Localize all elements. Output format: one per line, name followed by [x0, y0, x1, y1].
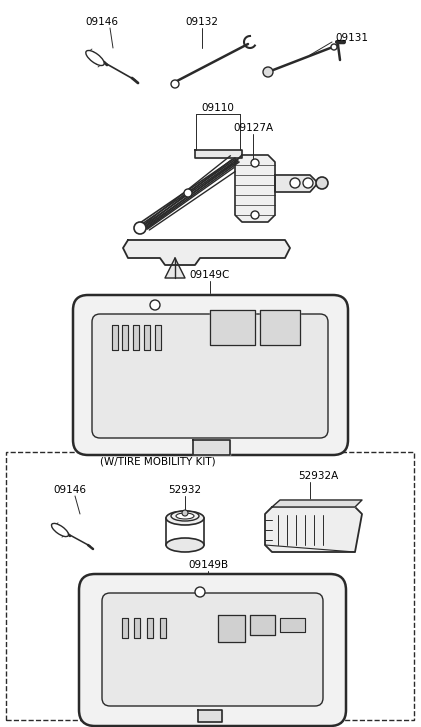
Polygon shape: [147, 618, 153, 638]
FancyBboxPatch shape: [92, 314, 328, 438]
Circle shape: [303, 178, 313, 188]
Circle shape: [195, 587, 205, 597]
Polygon shape: [165, 258, 185, 278]
Polygon shape: [155, 325, 161, 350]
Polygon shape: [235, 155, 275, 222]
FancyBboxPatch shape: [73, 295, 348, 455]
Polygon shape: [112, 325, 118, 350]
Text: 09149C: 09149C: [190, 270, 230, 280]
Circle shape: [184, 189, 192, 197]
Circle shape: [171, 80, 179, 88]
Polygon shape: [198, 710, 222, 722]
Circle shape: [251, 159, 259, 167]
Circle shape: [331, 44, 337, 50]
Text: 09146: 09146: [53, 485, 86, 495]
Polygon shape: [280, 618, 305, 632]
Polygon shape: [160, 618, 166, 638]
Circle shape: [290, 178, 300, 188]
Polygon shape: [265, 507, 362, 552]
FancyBboxPatch shape: [79, 574, 346, 726]
Text: 09131: 09131: [336, 33, 368, 43]
Polygon shape: [275, 175, 318, 192]
Text: 09110: 09110: [202, 103, 234, 113]
Circle shape: [150, 300, 160, 310]
Ellipse shape: [176, 513, 194, 519]
Circle shape: [134, 222, 146, 234]
Text: 09146: 09146: [85, 17, 118, 27]
FancyBboxPatch shape: [102, 593, 323, 706]
Text: 09127A: 09127A: [233, 123, 273, 133]
Polygon shape: [193, 440, 230, 455]
Polygon shape: [123, 240, 290, 265]
Ellipse shape: [86, 50, 104, 65]
Polygon shape: [122, 618, 128, 638]
Text: 52932A: 52932A: [298, 471, 338, 481]
Polygon shape: [134, 618, 140, 638]
Circle shape: [263, 67, 273, 77]
Polygon shape: [144, 325, 150, 350]
Text: (W/TIRE MOBILITY KIT): (W/TIRE MOBILITY KIT): [100, 457, 216, 467]
Ellipse shape: [166, 538, 204, 552]
Polygon shape: [272, 500, 362, 507]
Polygon shape: [218, 615, 245, 642]
Polygon shape: [250, 615, 275, 635]
Ellipse shape: [166, 511, 204, 525]
Polygon shape: [122, 325, 128, 350]
Text: 09149B: 09149B: [188, 560, 228, 570]
Bar: [6, 452, 414, 720]
Text: 09132: 09132: [186, 17, 218, 27]
Circle shape: [182, 510, 188, 516]
Ellipse shape: [51, 523, 69, 537]
Polygon shape: [210, 310, 255, 345]
Ellipse shape: [171, 511, 199, 521]
Polygon shape: [195, 150, 242, 158]
Text: 52932: 52932: [168, 485, 202, 495]
Polygon shape: [260, 310, 300, 345]
Circle shape: [316, 177, 328, 189]
Polygon shape: [133, 325, 139, 350]
Circle shape: [251, 211, 259, 219]
